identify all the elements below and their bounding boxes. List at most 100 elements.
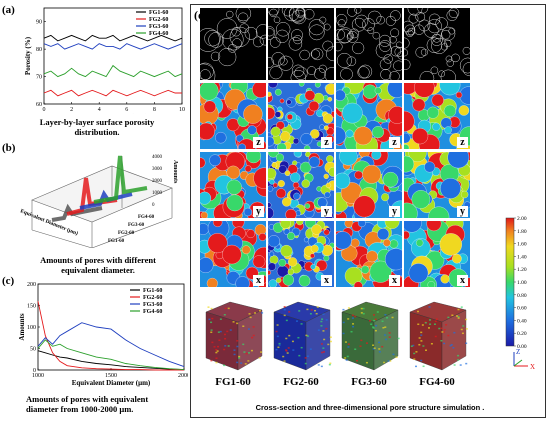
panel-a-legend-label: FG1-60 — [149, 10, 168, 16]
panel-b-series-label: FG2-60 — [118, 231, 135, 236]
slice-plane-letter: z — [321, 137, 332, 148]
panel-a-ylabel: Porosity (%) — [24, 36, 32, 75]
panel-c-chart: 1000 1500 2000 0 50 100 150 200 Equivalent Diame… — [18, 282, 188, 387]
sample-label-fg2-60: FG2-60 — [283, 376, 319, 388]
sample-label-fg1-60: FG1-60 — [215, 376, 251, 388]
slice-plane-letter: y — [253, 206, 264, 217]
slice-plane-letter: z — [389, 137, 400, 148]
panel-b-z-axis-title: Amounts — [172, 160, 178, 184]
panel-a-xtick-label: 2 — [70, 107, 73, 113]
binary-slice-image — [404, 8, 470, 80]
panel-c-ytick-label: 0 — [33, 368, 36, 374]
panel-c-ytick-label: 50 — [30, 347, 36, 353]
pore-slice-image-y: y — [404, 152, 470, 218]
panel-b-ztick-label: 3000 — [152, 167, 163, 172]
panel-c-label: (c) — [2, 275, 15, 287]
pore-slice-image-x: x — [268, 221, 334, 287]
panel-c-ytick-label: 200 — [27, 282, 36, 288]
colorbar-tick-label: 0.20 — [517, 331, 527, 337]
panel-b-caption: Amounts of pores with different equivale… — [40, 255, 156, 275]
colorbar-tick-label: 0.40 — [517, 318, 527, 324]
pore-slice-image-y: y — [268, 152, 334, 218]
slice-plane-letter: y — [457, 206, 468, 217]
panel-c-series-line-FG1-60 — [37, 350, 185, 371]
pore-slice-image-x: x — [404, 221, 470, 287]
colorbar-tick-label: 1.80 — [517, 229, 527, 235]
colorbar-tick-label: 1.40 — [517, 254, 527, 260]
pore-slice-image-z: z — [268, 83, 334, 149]
colorbar-tick-label: 2.00 — [517, 216, 527, 222]
panel-a-series-line-FG2-60 — [43, 89, 182, 97]
triad-x-label: X — [530, 363, 535, 371]
axes-triad: Z X — [513, 348, 535, 371]
panel-b-peaks — [51, 155, 148, 222]
panel-b-ztick-label: 4000 — [152, 155, 163, 160]
panel-a-legend-label: FG4-60 — [149, 31, 168, 37]
panel-a-xtick-label: 10 — [179, 107, 185, 113]
panel-c-xtick-label: 1000 — [32, 373, 44, 379]
panel-a-xtick-label: 6 — [125, 107, 128, 113]
pore-3d-cube-image — [404, 292, 470, 372]
panel-d-caption: Cross-section and three-dimensional pore… — [255, 403, 485, 412]
pore-3d-cube-image — [336, 292, 402, 372]
panel-c-series-line-FG2-60 — [37, 301, 184, 371]
panel-c-xtick-label: 2000 — [178, 373, 188, 379]
panel-a-legend-label: FG3-60 — [149, 24, 168, 30]
panel-c-xlabel: Equivalent Diameter (μm) — [72, 379, 151, 387]
slice-plane-letter: x — [253, 275, 264, 286]
pore-slice-image-x: x — [336, 221, 402, 287]
panel-c-ylabel: Amounts — [18, 313, 26, 341]
colorbar-tick-label: 0.80 — [517, 293, 527, 299]
pore-3d-cube-image — [200, 292, 266, 372]
panel-c-series-line-FG3-60 — [37, 322, 185, 368]
panel-d-frame — [190, 4, 546, 418]
panel-c-ytick-label: 150 — [27, 304, 36, 310]
panel-c-ytick-label: 100 — [27, 325, 36, 331]
pore-slice-image-x: x — [200, 221, 266, 287]
panel-a-ytick-label: 90 — [36, 20, 42, 26]
panel-a-series-line-FG3-60 — [43, 43, 183, 50]
pore-3d-cube-image — [268, 292, 334, 372]
slice-plane-letter: x — [321, 275, 332, 286]
panel-c-series-line-FG4-60 — [37, 339, 185, 371]
triad-z-label: Z — [516, 348, 520, 356]
panel-c-legend-label: FG1-60 — [143, 288, 162, 294]
pore-slice-image-z: z — [404, 83, 470, 149]
panel-c-legend-label: FG2-60 — [143, 295, 162, 301]
panel-b-series-label: FG4-60 — [138, 215, 155, 220]
colorbar-tick-label: 1.60 — [517, 242, 527, 248]
colorbar-tick-label: 0.60 — [517, 306, 527, 312]
panel-a-legend-label: FG2-60 — [149, 17, 168, 23]
slice-plane-letter: x — [389, 275, 400, 286]
sample-label-fg4-60: FG4-60 — [419, 376, 455, 388]
pore-slice-image-y: y — [336, 152, 402, 218]
panel-a-series-line-FG4-60 — [43, 64, 183, 78]
pore-slice-image-z: z — [200, 83, 266, 149]
panel-a-caption: Layer-by-layer surface porosity distribu… — [39, 117, 155, 137]
panel-a-ytick-label: 70 — [36, 75, 42, 81]
panel-a-series-line-FG1-60 — [43, 34, 183, 42]
panel-a-chart: 0 2 4 6 8 10 60 70 80 90 Distance of slices (mm) Po… — [24, 7, 185, 114]
panel-a-ytick-label: 80 — [36, 47, 42, 53]
pore-slice-image-z: z — [336, 83, 402, 149]
panel-a-xtick-label: 0 — [43, 107, 46, 113]
slice-plane-letter: x — [457, 275, 468, 286]
panel-c-legend-label: FG3-60 — [143, 302, 162, 308]
colorbar-tick-label: 1.20 — [517, 267, 527, 273]
slice-plane-letter: y — [321, 206, 332, 217]
panel-a-label: (a) — [2, 4, 15, 16]
panel-b-ztick-label: 1000 — [152, 191, 163, 196]
panel-a-xlabel: Distance of slices (mm) — [79, 113, 148, 114]
panel-b-label: (b) — [2, 142, 16, 154]
binary-slice-image — [336, 8, 402, 80]
slice-plane-letter: z — [253, 137, 264, 148]
panel-c-legend-label: FG4-60 — [143, 309, 162, 315]
panel-b-ztick-label: 0 — [152, 203, 155, 208]
panel-a-xtick-label: 8 — [153, 107, 156, 113]
panel-c-caption: Amounts of pores with equivalent diamete… — [26, 394, 149, 414]
panel-b-series-label: FG1-60 — [108, 239, 125, 244]
pore-slice-image-y: y — [200, 152, 266, 218]
panel-a-ytick-label: 60 — [36, 102, 42, 108]
slice-plane-letter: z — [457, 137, 468, 148]
